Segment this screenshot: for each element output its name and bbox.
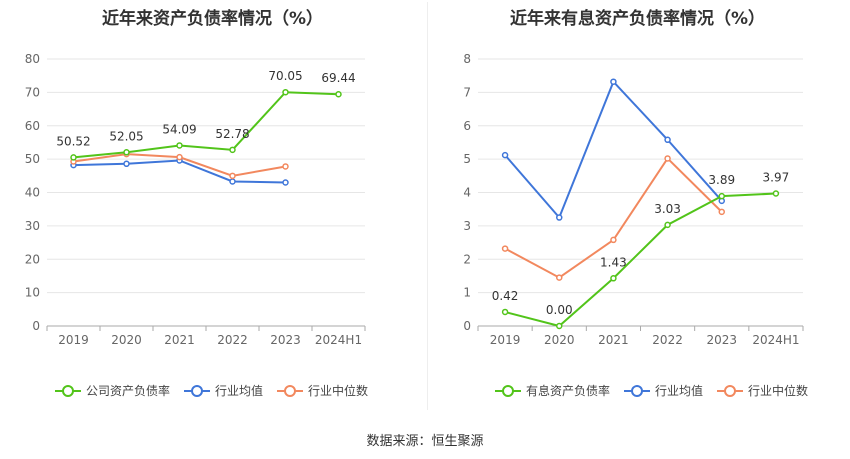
data-label: 52.05 (109, 129, 143, 143)
data-point-median (664, 155, 671, 162)
legend-item-company[interactable]: 公司资产负债率 (55, 382, 170, 399)
data-point-median (610, 236, 617, 244)
data-point-average (501, 151, 509, 159)
x-tick-label: 2020 (544, 333, 575, 347)
y-tick-label: 0 (32, 319, 40, 333)
series-line-company (504, 192, 776, 328)
legend-item-median[interactable]: 行业中位数 (717, 382, 808, 399)
x-tick-label: 2023 (270, 333, 301, 347)
legend-item-average[interactable]: 行业均值 (624, 382, 703, 399)
data-point-median (176, 153, 183, 161)
x-tick-label: 2022 (652, 333, 683, 347)
data-point-median (556, 274, 563, 281)
data-point-company (501, 308, 509, 316)
y-tick-label: 8 (463, 52, 471, 66)
data-point-company (610, 275, 617, 282)
y-tick-label: 4 (463, 186, 471, 200)
data-point-median (282, 163, 289, 170)
data-point-average (282, 179, 289, 186)
legend-label: 行业中位数 (308, 384, 369, 398)
legend-line-marker-icon (277, 384, 304, 398)
legend-item-company[interactable]: 有息资产负债率 (495, 382, 610, 399)
y-tick-label: 60 (25, 119, 40, 133)
data-label: 1.43 (600, 255, 627, 269)
y-tick-label: 70 (25, 85, 40, 99)
legend-label: 有息资产负债率 (526, 384, 611, 398)
legend-line-marker-icon (717, 384, 744, 398)
x-tick-label: 2024H1 (315, 333, 362, 347)
legend-label: 公司资产负债率 (86, 384, 171, 398)
series-line-average (504, 79, 723, 220)
x-tick-label: 2019 (58, 333, 89, 347)
data-point-company (176, 142, 183, 149)
data-label: 0.42 (492, 289, 519, 303)
data-point-average (556, 214, 563, 221)
data-label: 70.05 (268, 69, 302, 83)
y-tick-label: 5 (463, 152, 471, 166)
chart-title-debt-ratio: 近年来资产负债率情况（%） (101, 9, 324, 29)
x-tick-label: 2021 (598, 333, 629, 347)
data-label: 0.00 (546, 303, 573, 317)
y-tick-label: 50 (25, 152, 40, 166)
legend-line-marker-icon (624, 384, 651, 398)
legend-line-marker-icon (184, 384, 211, 398)
y-tick-label: 30 (25, 219, 40, 233)
x-tick-label: 2020 (111, 333, 142, 347)
y-tick-label: 2 (463, 252, 471, 266)
data-point-median (229, 172, 236, 180)
data-point-company (556, 322, 563, 330)
data-point-average (610, 78, 617, 85)
panel-divider (427, 2, 428, 410)
data-point-company (664, 221, 671, 229)
series-line-company (73, 91, 339, 159)
data-point-company (123, 149, 130, 156)
data-label: 54.09 (162, 122, 196, 136)
chart-title-interest-debt-ratio: 近年来有息资产负债率情况（%） (509, 9, 766, 29)
y-tick-label: 20 (25, 252, 40, 266)
data-label: 3.89 (708, 173, 735, 187)
data-source-note: 数据来源：恒生聚源 (366, 434, 484, 449)
legend-label: 行业均值 (655, 384, 704, 398)
legend-line-marker-icon (55, 384, 81, 398)
legend-label: 行业均值 (215, 384, 264, 398)
y-tick-label: 3 (463, 219, 471, 233)
data-point-company (335, 90, 342, 98)
data-label: 50.52 (56, 134, 90, 148)
x-tick-label: 2023 (706, 333, 737, 347)
interest-debt-ratio-chart: 0 1 2 3 4 5 6 7 8 2019 2020 2021 2022 2023 2024H1 0.42 0… (463, 52, 804, 347)
y-tick-label: 80 (25, 52, 40, 66)
data-label: 3.03 (654, 202, 681, 216)
data-point-average (123, 160, 130, 168)
legend-line-marker-icon (495, 384, 521, 398)
y-tick-label: 1 (463, 286, 471, 300)
x-tick-label: 2019 (490, 333, 521, 347)
data-label: 3.97 (763, 171, 790, 185)
y-tick-label: 40 (25, 186, 40, 200)
x-tick-label: 2022 (217, 333, 248, 347)
legend-debt-ratio: 公司资产负债率 行业均值 行业中位数 (55, 382, 368, 399)
data-point-average (664, 136, 671, 144)
y-tick-label: 6 (463, 119, 471, 133)
data-point-median (501, 245, 509, 252)
data-point-company (70, 154, 77, 161)
data-point-company (282, 88, 289, 96)
data-point-company (718, 192, 725, 200)
data-label: 69.44 (321, 71, 355, 85)
data-point-average (229, 178, 236, 185)
y-tick-label: 10 (25, 286, 40, 300)
legend-item-median[interactable]: 行业中位数 (277, 382, 368, 399)
legend-item-average[interactable]: 行业均值 (184, 382, 263, 399)
x-tick-label: 2021 (164, 333, 195, 347)
data-point-median (718, 208, 725, 216)
x-tick-label: 2024H1 (752, 333, 799, 347)
legend-label: 行业中位数 (748, 384, 809, 398)
y-tick-label: 7 (463, 85, 471, 99)
legend-interest-debt-ratio: 有息资产负债率 行业均值 行业中位数 (495, 382, 808, 399)
data-point-company (772, 190, 780, 197)
data-point-company (229, 146, 236, 154)
debt-ratio-chart: 0 10 20 30 40 50 60 70 80 2019 2020 2021 2022 2023 202… (25, 52, 366, 347)
data-label: 52.78 (215, 127, 249, 141)
y-tick-label: 0 (463, 319, 471, 333)
